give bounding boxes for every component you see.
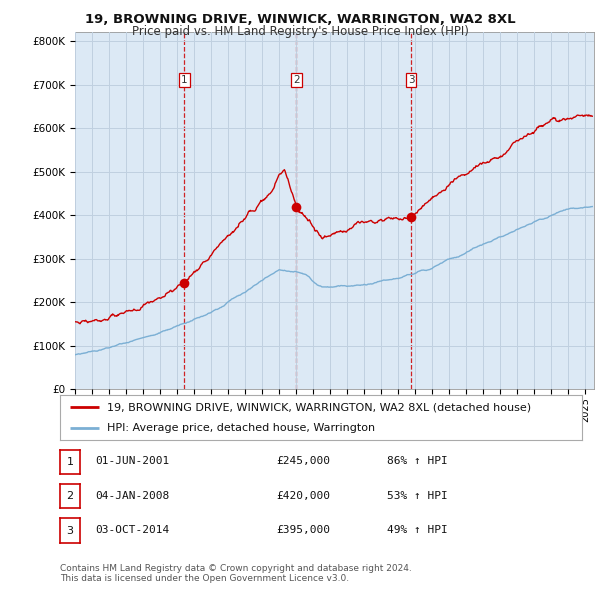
- Text: 19, BROWNING DRIVE, WINWICK, WARRINGTON, WA2 8XL: 19, BROWNING DRIVE, WINWICK, WARRINGTON,…: [85, 13, 515, 26]
- Text: 3: 3: [408, 76, 415, 86]
- Text: £395,000: £395,000: [276, 525, 330, 535]
- Text: 1: 1: [67, 457, 73, 467]
- Text: 49% ↑ HPI: 49% ↑ HPI: [387, 525, 448, 535]
- Text: 1: 1: [181, 76, 188, 86]
- Text: 3: 3: [67, 526, 73, 536]
- Text: 19, BROWNING DRIVE, WINWICK, WARRINGTON, WA2 8XL (detached house): 19, BROWNING DRIVE, WINWICK, WARRINGTON,…: [107, 402, 531, 412]
- Text: £245,000: £245,000: [276, 457, 330, 466]
- Text: 86% ↑ HPI: 86% ↑ HPI: [387, 457, 448, 466]
- Text: 2: 2: [67, 491, 73, 502]
- Text: 04-JAN-2008: 04-JAN-2008: [95, 491, 169, 500]
- Text: 01-JUN-2001: 01-JUN-2001: [95, 457, 169, 466]
- Text: 03-OCT-2014: 03-OCT-2014: [95, 525, 169, 535]
- Text: Price paid vs. HM Land Registry's House Price Index (HPI): Price paid vs. HM Land Registry's House …: [131, 25, 469, 38]
- Text: HPI: Average price, detached house, Warrington: HPI: Average price, detached house, Warr…: [107, 424, 375, 434]
- Text: 2: 2: [293, 76, 299, 86]
- Text: £420,000: £420,000: [276, 491, 330, 500]
- Text: 53% ↑ HPI: 53% ↑ HPI: [387, 491, 448, 500]
- Text: Contains HM Land Registry data © Crown copyright and database right 2024.
This d: Contains HM Land Registry data © Crown c…: [60, 563, 412, 583]
